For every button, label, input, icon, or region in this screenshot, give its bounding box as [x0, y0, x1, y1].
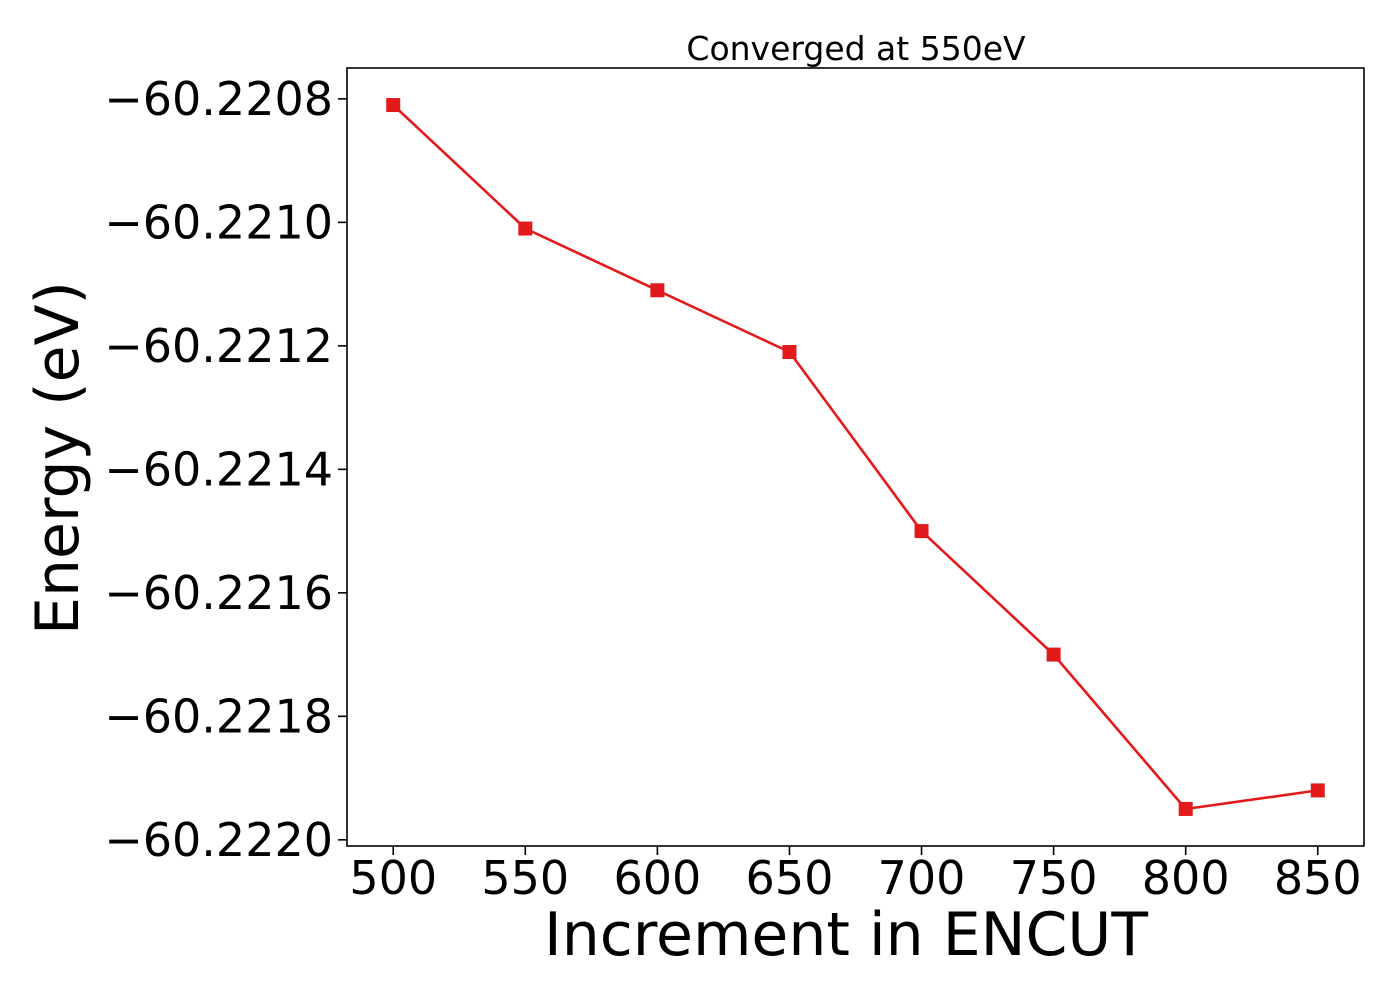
data-point-marker [518, 221, 533, 236]
y-tick-label: −60.2208 [104, 72, 333, 126]
data-point-marker [650, 283, 665, 298]
x-tick-label: 500 [349, 851, 437, 905]
x-axis: 500 550 600 650 700 750 800 850 [349, 846, 1362, 905]
series-line [392, 104, 1318, 811]
data-point-marker [386, 98, 401, 113]
x-tick-label: 750 [1010, 851, 1098, 905]
y-tick-label: −60.2212 [104, 319, 333, 373]
data-point-marker [1046, 647, 1061, 662]
x-axis-title: Increment in ENCUT [544, 900, 1148, 970]
y-tick-label: −60.2216 [104, 566, 333, 620]
x-tick-label: 550 [481, 851, 569, 905]
x-tick-label: 800 [1142, 851, 1230, 905]
plot-frame [346, 67, 1365, 847]
y-axis: −60.2208 −60.2210 −60.2212 −60.2214 −60.2216… [104, 72, 347, 867]
x-tick-label: 850 [1274, 851, 1362, 905]
x-tick-label: 700 [878, 851, 966, 905]
data-point-marker [1178, 801, 1193, 816]
data-point-marker [782, 345, 797, 360]
data-point-marker [1310, 783, 1325, 798]
y-tick-label: −60.2210 [104, 195, 333, 249]
x-tick-label: 600 [613, 851, 701, 905]
chart-title: Converged at 550eV [686, 29, 1026, 68]
y-axis-title: Energy (eV) [23, 281, 93, 635]
plot-area [386, 98, 1325, 816]
data-point-marker [914, 524, 929, 539]
x-tick-label: 650 [746, 851, 834, 905]
y-tick-label: −60.2220 [104, 813, 333, 867]
y-tick-label: −60.2218 [104, 689, 333, 743]
y-tick-label: −60.2214 [104, 442, 333, 496]
